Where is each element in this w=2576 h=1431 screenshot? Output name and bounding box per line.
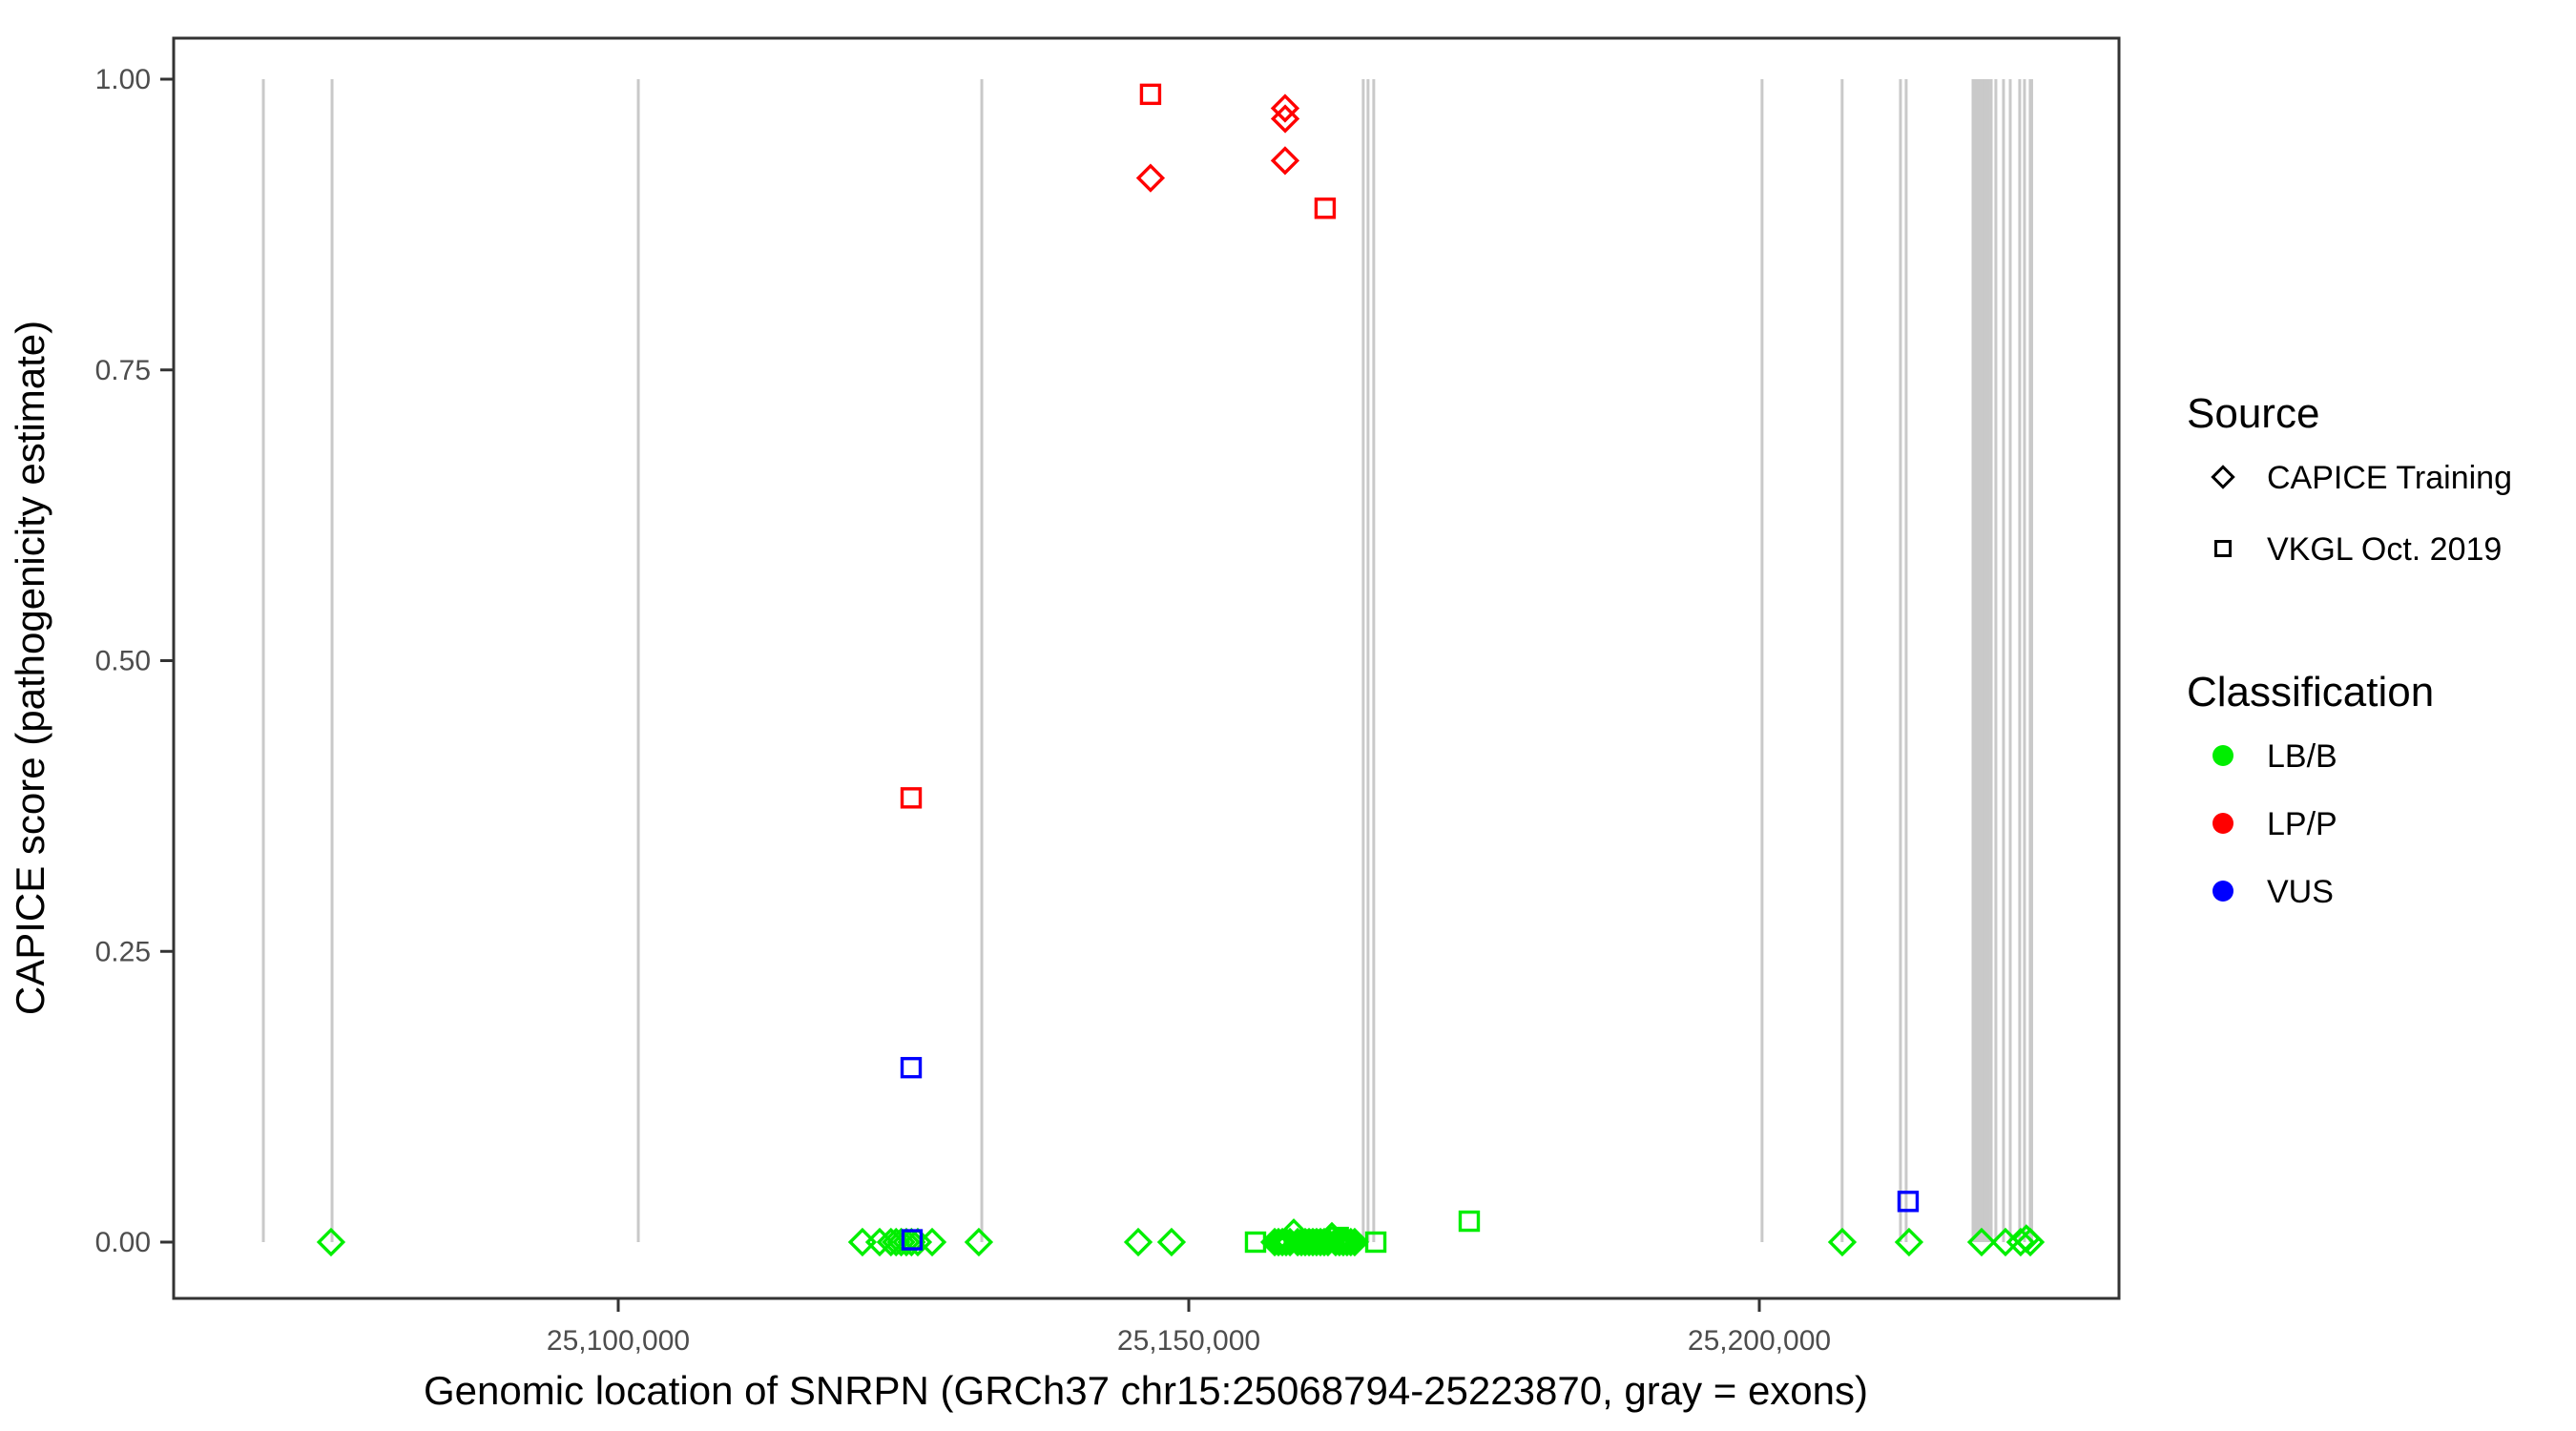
legend-classification-title: Classification (2187, 669, 2434, 716)
legend-source-title: Source (2187, 390, 2319, 437)
data-point (1966, 1227, 1997, 1257)
axes-layer: 25,100,000 25,150,000 25,200,000 0.00 0.25 0.… (95, 64, 1831, 1357)
legend-color-dot-icon (2212, 745, 2233, 766)
data-point (1244, 1231, 1267, 1254)
legend: Source CAPICE Training VKGL Oct. 2019 Cla… (2187, 390, 2512, 910)
data-point (1332, 1227, 1362, 1257)
data-point (1336, 1227, 1365, 1257)
x-axis-title: Genomic location of SNRPN (GRCh37 chr15:… (424, 1368, 1868, 1413)
legend-source-item-label: VKGL Oct. 2019 (2267, 531, 2502, 568)
legend-diamond-icon (2211, 465, 2235, 489)
data-point (964, 1227, 994, 1257)
series-lp-p-diamond (1135, 93, 1300, 193)
y-tick-label: 0.00 (95, 1227, 151, 1258)
data-point (901, 1229, 924, 1251)
data-point (1364, 1231, 1387, 1254)
x-tick-label: 25,100,000 (547, 1325, 690, 1357)
data-point (847, 1227, 878, 1257)
exon-lines-layer (261, 79, 2033, 1242)
data-point (917, 1227, 947, 1257)
x-tick-label: 25,200,000 (1688, 1325, 1831, 1357)
data-point (1990, 1227, 2021, 1257)
legend-classification-item-label: LP/P (2267, 806, 2337, 842)
legend-color-dot-icon (2212, 881, 2233, 902)
x-tick-label: 25,150,000 (1117, 1325, 1260, 1357)
y-tick-label: 0.75 (95, 355, 151, 386)
y-axis-title: CAPICE score (pathogenicity estimate) (8, 321, 52, 1015)
series-vus-square (900, 1056, 1920, 1251)
series-lb-b-diamond (316, 1218, 2046, 1257)
data-point (1270, 146, 1300, 176)
legend-color-dot-icon (2212, 813, 2233, 834)
data-point (2015, 1227, 2046, 1257)
data-points-layer (316, 83, 2046, 1257)
legend-classification-item-label: VUS (2267, 874, 2334, 910)
legend-source-item-label: CAPICE Training (2267, 460, 2512, 496)
data-point (1300, 1229, 1323, 1251)
data-point (1156, 1227, 1187, 1257)
data-point (1270, 104, 1300, 134)
y-tick-label: 1.00 (95, 64, 151, 95)
legend-classification-items: LB/B LP/P VUS (2212, 738, 2337, 910)
data-point (1267, 1227, 1298, 1257)
series-lb-b-square (1244, 1210, 1481, 1254)
data-point (316, 1227, 346, 1257)
data-point (1123, 1227, 1153, 1257)
series-lp-p-square (900, 83, 1337, 809)
legend-classification-item-label: LB/B (2267, 738, 2337, 775)
data-point (1894, 1227, 1924, 1257)
data-point (1139, 83, 1162, 106)
data-point (1458, 1210, 1481, 1233)
data-point (1135, 163, 1166, 193)
data-point (1827, 1227, 1858, 1257)
legend-square-icon (2214, 540, 2232, 557)
y-tick-label: 0.25 (95, 936, 151, 967)
legend-source-items: CAPICE Training VKGL Oct. 2019 (2211, 460, 2512, 568)
data-point (1314, 197, 1337, 219)
plot-panel (172, 36, 2121, 1300)
data-point (1897, 1191, 1920, 1213)
y-tick-label: 0.50 (95, 646, 151, 677)
data-point (1327, 1226, 1349, 1249)
data-point (900, 787, 923, 809)
data-point (900, 1056, 923, 1079)
